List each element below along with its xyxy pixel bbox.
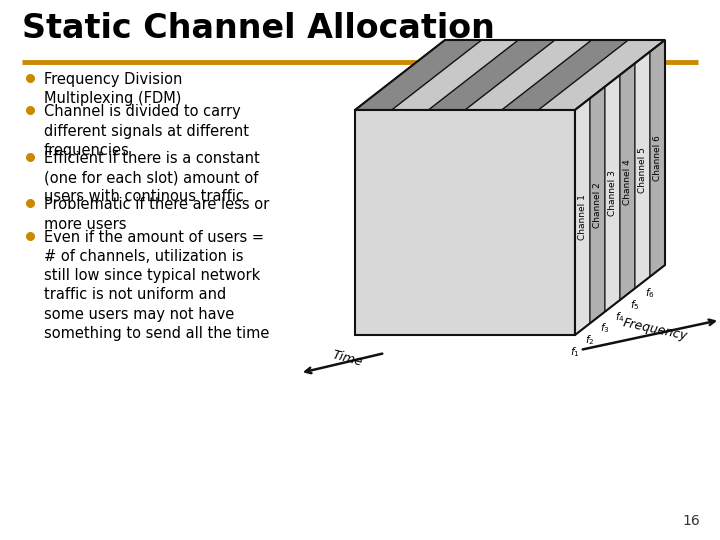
Text: Static Channel Allocation: Static Channel Allocation xyxy=(22,12,495,45)
Text: $f_6$: $f_6$ xyxy=(645,287,655,300)
Text: $f_4$: $f_4$ xyxy=(615,310,625,324)
Text: Even if the amount of users =
# of channels, utilization is
still low since typi: Even if the amount of users = # of chann… xyxy=(44,230,269,341)
Text: Channel 5: Channel 5 xyxy=(638,147,647,193)
Text: 16: 16 xyxy=(683,514,700,528)
Text: $f_2$: $f_2$ xyxy=(585,333,595,347)
Polygon shape xyxy=(392,40,518,110)
Text: Channel 2: Channel 2 xyxy=(593,182,602,228)
Polygon shape xyxy=(502,40,629,110)
Polygon shape xyxy=(355,40,665,110)
Text: Channel is divided to carry
different signals at different
frequencies: Channel is divided to carry different si… xyxy=(44,104,249,158)
Polygon shape xyxy=(575,98,590,335)
Polygon shape xyxy=(355,110,575,335)
Polygon shape xyxy=(428,40,555,110)
Text: Time: Time xyxy=(331,348,364,369)
Polygon shape xyxy=(590,86,605,323)
Text: Frequency: Frequency xyxy=(621,316,688,343)
Polygon shape xyxy=(539,40,665,110)
Text: Channel 1: Channel 1 xyxy=(578,194,587,240)
Polygon shape xyxy=(465,40,592,110)
Polygon shape xyxy=(355,40,482,110)
Text: $f_5$: $f_5$ xyxy=(630,298,640,312)
Polygon shape xyxy=(605,75,620,312)
Text: Frequency Division
Multiplexing (FDM): Frequency Division Multiplexing (FDM) xyxy=(44,72,182,106)
Text: Problematic if there are less or
more users: Problematic if there are less or more us… xyxy=(44,198,269,232)
Polygon shape xyxy=(620,63,635,300)
Text: Channel 4: Channel 4 xyxy=(623,159,632,205)
Text: $f_1$: $f_1$ xyxy=(570,345,580,359)
Polygon shape xyxy=(635,52,650,288)
Polygon shape xyxy=(650,40,665,276)
Text: $f_3$: $f_3$ xyxy=(600,322,610,335)
Text: Efficient if there is a constant
(one for each slot) amount of
users with contin: Efficient if there is a constant (one fo… xyxy=(44,151,260,204)
Text: Channel 3: Channel 3 xyxy=(608,171,617,217)
Text: Channel 6: Channel 6 xyxy=(653,136,662,181)
